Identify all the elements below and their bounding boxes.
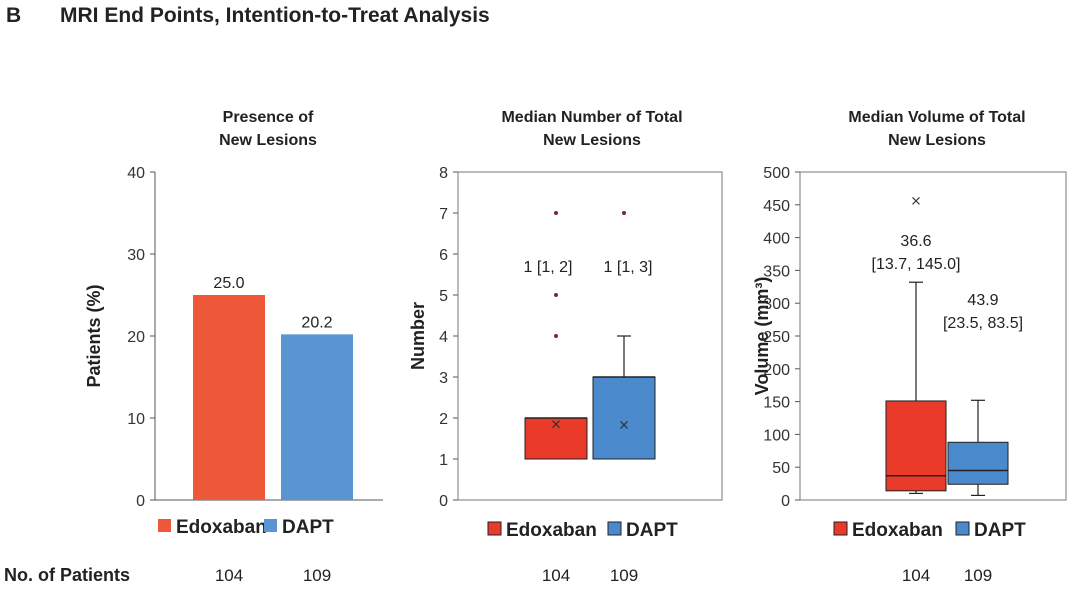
chart1-legend-swatch-edoxaban xyxy=(158,519,171,532)
chart1-y-axis-label: Patients (%) xyxy=(84,284,104,387)
chart1-y-tick-label: 0 xyxy=(136,493,145,510)
chart3-y-tick-label: 300 xyxy=(763,296,790,313)
figure-title: MRI End Points, Intention-to-Treat Analy… xyxy=(60,4,490,27)
chart2-dapt-box xyxy=(592,376,656,460)
chart1-bar-dapt xyxy=(281,334,353,500)
chart3-y-tick-label: 500 xyxy=(763,165,790,182)
chart3-n-patients-edoxaban: 104 xyxy=(902,566,930,585)
chart3-edoxaban-box xyxy=(885,400,947,492)
chart2-y-tick-label: 1 xyxy=(439,452,448,469)
chart3-legend-swatch-dapt xyxy=(955,521,970,536)
chart1-legend-label-dapt: DAPT xyxy=(282,517,334,538)
chart2-y-tick-label: 3 xyxy=(439,370,448,387)
chart3-y-tick-label: 450 xyxy=(763,198,790,215)
chart3-edoxaban-annotation: [13.7, 145.0] xyxy=(872,256,961,273)
chart3-y-tick-label: 50 xyxy=(772,460,790,477)
chart2-edoxaban-mean-marker xyxy=(552,420,560,429)
panel-label: B xyxy=(6,4,22,27)
chart1-title-line: Presence of xyxy=(223,109,314,126)
chart1-legend-label-edoxaban: Edoxaban xyxy=(176,517,267,538)
chart2-y-axis-label: Number xyxy=(408,302,428,370)
chart2-y-tick-label: 5 xyxy=(439,288,448,305)
chart3-edoxaban-mean-marker xyxy=(912,196,920,205)
chart2-y-tick-label: 0 xyxy=(439,493,448,510)
chart2-title-line: Median Number of Total xyxy=(501,109,682,126)
chart3-dapt-annotation: [23.5, 83.5] xyxy=(943,315,1023,332)
chart2-legend-swatch-edoxaban xyxy=(487,521,502,536)
chart3-plot-frame xyxy=(799,171,1067,501)
chart2-legend-label-edoxaban: Edoxaban xyxy=(506,520,597,541)
chart2-n-patients-dapt: 109 xyxy=(610,566,638,585)
chart3-y-tick-label: 400 xyxy=(763,231,790,248)
no-of-patients-label: No. of Patients xyxy=(4,565,130,585)
chart2-legend-label-dapt: DAPT xyxy=(626,520,678,541)
chart1-n-patients-dapt: 109 xyxy=(303,566,331,585)
chart3-y-tick-label: 0 xyxy=(781,493,790,510)
chart2-y-tick-label: 6 xyxy=(439,247,448,264)
chart1-title-line: New Lesions xyxy=(219,132,317,149)
chart3-y-tick-label: 350 xyxy=(763,263,790,280)
chart2-dapt-mean-marker xyxy=(620,421,628,429)
chart3-title-line: Median Volume of Total xyxy=(848,109,1025,126)
chart3-dapt-annotation: 43.9 xyxy=(967,292,998,309)
chart2-y-tick-label: 8 xyxy=(439,165,448,182)
chart1-y-tick-label: 30 xyxy=(127,247,145,264)
chart1-bar-value-label: 20.2 xyxy=(301,314,332,331)
chart3-edoxaban-annotation: 36.6 xyxy=(900,233,931,250)
chart3-y-tick-label: 250 xyxy=(763,329,790,346)
chart2-y-tick-label: 2 xyxy=(439,411,448,428)
chart3-y-tick-label: 150 xyxy=(763,395,790,412)
chart2-edoxaban-outlier-point xyxy=(554,293,558,297)
chart2-dapt-annotation: 1 [1, 3] xyxy=(604,259,653,276)
chart2-edoxaban-outlier-point xyxy=(554,334,558,338)
chart1-legend-swatch-dapt xyxy=(264,519,277,532)
chart2-dapt-outlier-point xyxy=(622,211,626,215)
chart3-y-tick-label: 100 xyxy=(763,427,790,444)
chart2-edoxaban-outlier-point xyxy=(554,211,558,215)
chart3-title-line: New Lesions xyxy=(888,132,986,149)
chart2-title-line: New Lesions xyxy=(543,132,641,149)
chart3-y-tick-label: 200 xyxy=(763,362,790,379)
chart1-n-patients-edoxaban: 104 xyxy=(215,566,243,585)
chart3-n-patients-dapt: 109 xyxy=(964,566,992,585)
chart3-y-axis-label: Volume (mm³) xyxy=(752,277,772,396)
chart3-legend-swatch-edoxaban xyxy=(833,521,848,536)
chart2-legend-swatch-dapt xyxy=(607,521,622,536)
chart3-legend-label-edoxaban: Edoxaban xyxy=(852,520,943,541)
chart2-y-tick-label: 7 xyxy=(439,206,448,223)
chart2-y-tick-label: 4 xyxy=(439,329,448,346)
chart2-edoxaban-annotation: 1 [1, 2] xyxy=(524,259,573,276)
chart1-bar-value-label: 25.0 xyxy=(213,275,244,292)
chart3-dapt-box xyxy=(947,441,1009,485)
chart2-n-patients-edoxaban: 104 xyxy=(542,566,570,585)
chart1-y-tick-label: 10 xyxy=(127,411,145,428)
chart1-bar-edoxaban xyxy=(193,295,265,500)
chart3-legend-label-dapt: DAPT xyxy=(974,520,1026,541)
chart2-plot-frame xyxy=(457,171,723,501)
chart1-y-tick-label: 20 xyxy=(127,329,145,346)
chart1-y-tick-label: 40 xyxy=(127,165,145,182)
